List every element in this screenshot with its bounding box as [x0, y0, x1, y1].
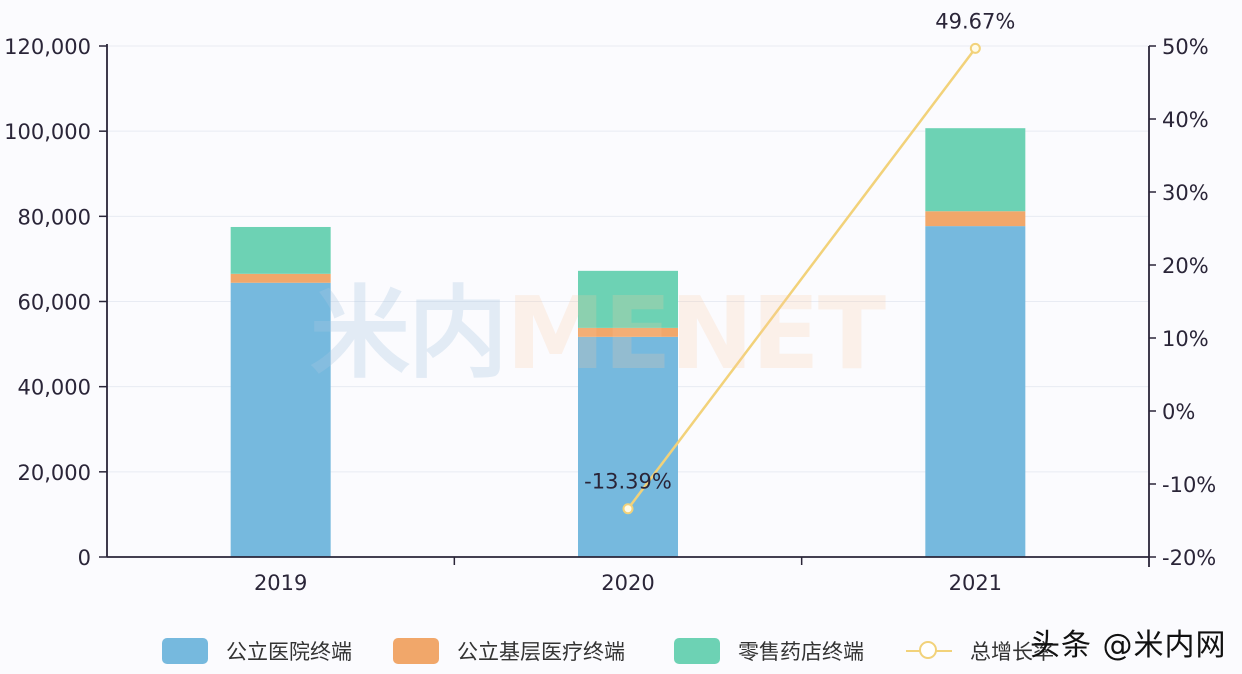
growth-line — [627, 47, 977, 510]
growth-rate-line: -13.39% 49.67% — [584, 9, 1015, 515]
y-tick-label: 0 — [78, 546, 91, 570]
data-point-circle — [622, 503, 634, 515]
bar-segment — [230, 273, 331, 283]
legend-label: 零售药店终端 — [738, 640, 864, 664]
legend-swatch-blue — [162, 638, 208, 664]
y-tick-label: 100,000 — [4, 120, 91, 144]
y-tick-label: 120,000 — [4, 35, 91, 59]
bar-segment — [925, 128, 1026, 212]
bar-segment — [230, 226, 331, 274]
bar-segment — [230, 282, 331, 557]
bar-segment — [925, 226, 1026, 557]
watermark-logo: 米内MENET — [310, 252, 886, 397]
y2-tick-label: -10% — [1162, 473, 1216, 497]
data-label: 49.67% — [935, 9, 1015, 33]
legend-label: 公立基层医疗终端 — [457, 640, 625, 664]
y2-tick-label: 0% — [1162, 400, 1195, 424]
y2-tick-label: 10% — [1162, 327, 1209, 351]
y2-tick-label: 30% — [1162, 181, 1209, 205]
x-tick-label: 2021 — [949, 571, 1002, 595]
bar-segment — [578, 327, 678, 337]
watermark-cn: 米内 — [310, 275, 508, 392]
legend-item-retail-pharmacy[interactable]: 零售药店终端 — [674, 636, 864, 666]
bar-segment — [578, 336, 678, 557]
bar-segment — [578, 270, 678, 328]
legend-item-primary-care[interactable]: 公立基层医疗终端 — [393, 636, 625, 666]
x-tick-label: 2019 — [254, 571, 307, 595]
stacked-bars — [230, 128, 1026, 557]
legend-label: 总增长率 — [970, 640, 1054, 664]
watermark-en: MENET — [506, 275, 886, 392]
y-tick-label: 60,000 — [18, 291, 91, 315]
legend-swatch-orange — [393, 638, 439, 664]
y-tick-label: 20,000 — [18, 461, 91, 485]
left-y-axis: 0 20,000 40,000 60,000 80,000 100,000 120,000 — [4, 35, 108, 570]
chart-legend: 公立医院终端 公立基层医疗终端 零售药店终端 总增长率 — [0, 626, 1242, 674]
data-label: -13.39% — [584, 470, 672, 494]
legend-swatch-green — [674, 638, 720, 664]
y2-tick-label: 50% — [1162, 35, 1209, 59]
x-tick-label: 2020 — [601, 571, 654, 595]
bar-segment — [925, 211, 1026, 227]
watermark-corner: 头条 @米内网 — [1030, 628, 1227, 663]
legend-label: 公立医院终端 — [226, 640, 352, 664]
y2-tick-label: 20% — [1162, 254, 1209, 278]
legend-line-circle-icon — [906, 638, 952, 664]
y2-tick-label: 40% — [1162, 108, 1209, 132]
y-tick-label: 40,000 — [18, 376, 91, 400]
y-tick-label: 80,000 — [18, 205, 91, 229]
y2-tick-label: -20% — [1162, 546, 1216, 570]
legend-item-growth-rate[interactable]: 总增长率 — [906, 636, 1054, 666]
data-point-circle — [969, 42, 981, 54]
legend-item-public-hospital[interactable]: 公立医院终端 — [162, 636, 352, 666]
right-y-axis: -20% -10% 0% 10% 20% 30% 40% 50% — [1148, 35, 1216, 570]
x-axis: 2019 2020 2021 — [107, 556, 1149, 595]
